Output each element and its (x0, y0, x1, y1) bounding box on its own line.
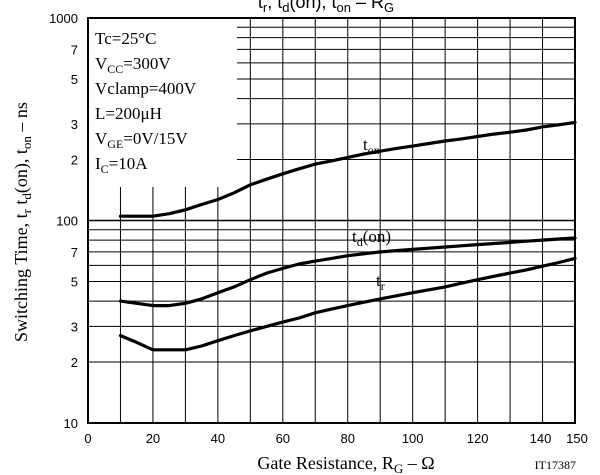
series-line-tr (118, 256, 577, 352)
x-tick-label: 120 (467, 431, 489, 446)
chart-title: tr, td(on), ton – RG (258, 0, 394, 15)
x-tick-label: 80 (340, 431, 354, 446)
y-tick-label: 2 (71, 153, 78, 168)
series-lines (118, 120, 577, 352)
y-tick-label: 100 (56, 214, 78, 229)
conditions-box (89, 19, 237, 187)
x-tick-label: 150 (566, 431, 588, 446)
condition-vcc: VCC=300V (95, 54, 171, 76)
x-tick-labels: 0 20 40 60 80 100 120 140 150 (84, 431, 587, 446)
y-tick-label: 1000 (49, 11, 78, 26)
condition-vclamp: Vclamp=400V (95, 79, 197, 98)
y-tick-label: 7 (71, 245, 78, 260)
y-tick-label: 3 (71, 117, 78, 132)
x-tick-label: 0 (84, 431, 91, 446)
x-tick-label: 100 (402, 431, 424, 446)
y-axis-title: Switching Time, tr td(on), ton – ns (11, 102, 34, 342)
series-label-tdon: td(on) (352, 227, 391, 249)
condition-tc: Tc=25°C (95, 29, 156, 48)
condition-ic: IC=10A (95, 154, 148, 176)
series-label-ton: ton (363, 135, 380, 157)
image-code: IT17387 (535, 458, 576, 472)
x-tick-label: 140 (530, 431, 552, 446)
condition-l: L=200μH (95, 104, 162, 123)
y-tick-label: 7 (71, 42, 78, 57)
y-tick-label: 3 (71, 319, 78, 334)
series-line-tdon (118, 236, 577, 308)
y-tick-label: 2 (71, 355, 78, 370)
y-tick-label: 5 (71, 72, 78, 87)
plot-frame (87, 17, 576, 424)
y-tick-label: 10 (64, 416, 78, 431)
y-tick-label: 5 (71, 274, 78, 289)
title-t: t (258, 0, 263, 12)
title-r: r (263, 0, 268, 15)
x-tick-label: 60 (276, 431, 290, 446)
x-axis-title: Gate Resistance, RG – Ω (257, 453, 434, 475)
x-tick-label: 20 (146, 431, 160, 446)
y-tick-labels: 10 2 3 5 7 100 2 3 5 7 1000 (49, 11, 78, 431)
x-tick-label: 40 (211, 431, 225, 446)
series-line-ton (118, 120, 577, 218)
series-label-tr: tr (376, 271, 385, 293)
